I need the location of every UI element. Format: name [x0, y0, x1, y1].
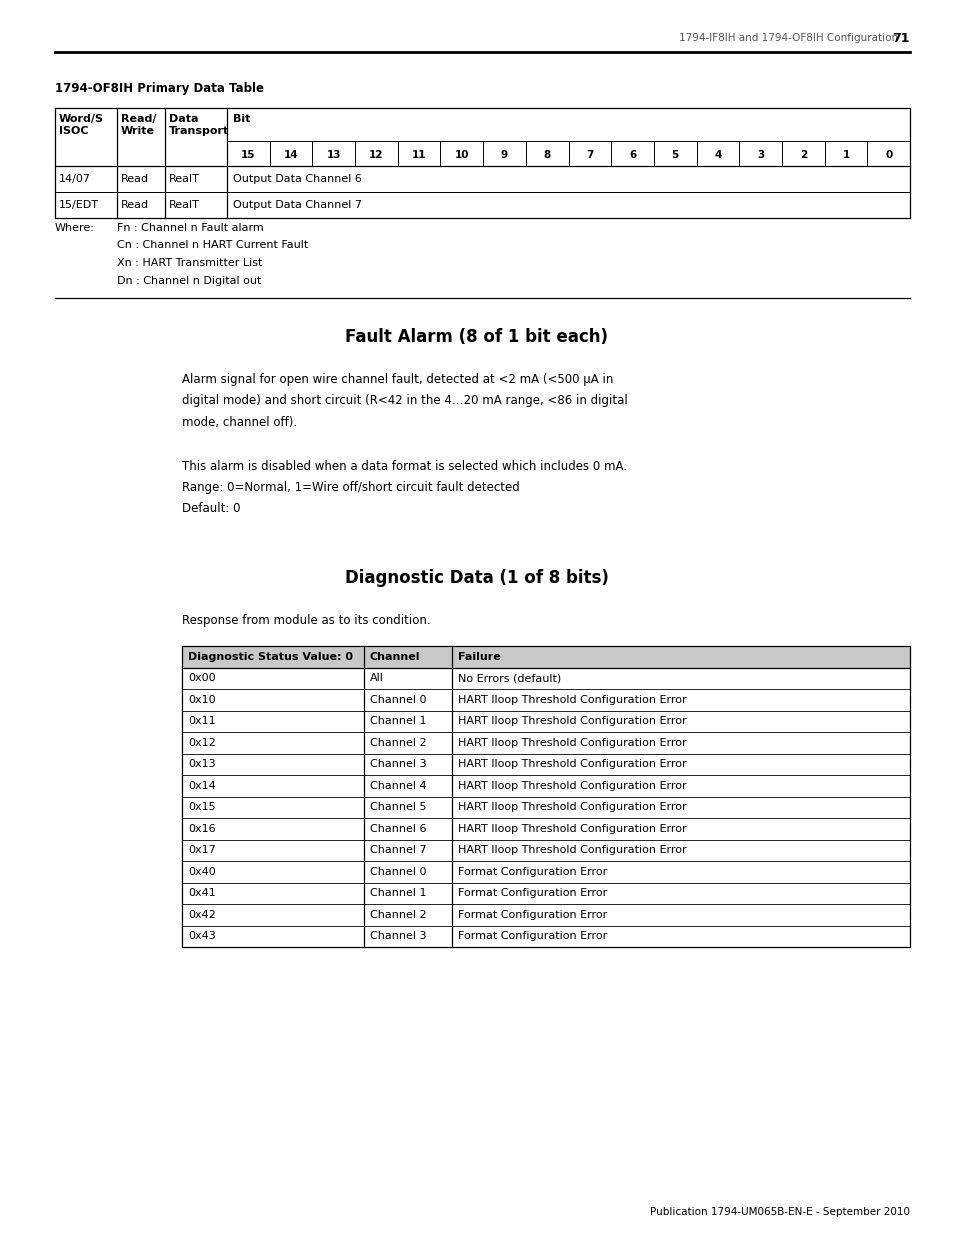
- Text: 0x40: 0x40: [188, 867, 215, 877]
- Text: Channel 0: Channel 0: [370, 867, 426, 877]
- Text: 5: 5: [671, 149, 679, 159]
- Text: Channel 6: Channel 6: [370, 824, 426, 834]
- Text: RealT: RealT: [169, 200, 200, 210]
- Text: HART Iloop Threshold Configuration Error: HART Iloop Threshold Configuration Error: [457, 716, 686, 726]
- Text: 15: 15: [241, 149, 255, 159]
- Text: 7: 7: [585, 149, 593, 159]
- Text: This alarm is disabled when a data format is selected which includes 0 mA.: This alarm is disabled when a data forma…: [182, 459, 626, 473]
- Text: 15/EDT: 15/EDT: [59, 200, 99, 210]
- Text: 0x12: 0x12: [188, 737, 215, 747]
- Text: Failure: Failure: [457, 652, 500, 662]
- Text: Alarm signal for open wire channel fault, detected at <2 mA (<500 μA in: Alarm signal for open wire channel fault…: [182, 373, 613, 387]
- Text: Diagnostic Status Value: 0: Diagnostic Status Value: 0: [188, 652, 353, 662]
- Text: 71: 71: [892, 32, 909, 44]
- Text: 2: 2: [799, 149, 806, 159]
- Text: 0x11: 0x11: [188, 716, 215, 726]
- Text: Channel 2: Channel 2: [370, 910, 426, 920]
- Text: 0x43: 0x43: [188, 931, 215, 941]
- Text: 0: 0: [884, 149, 891, 159]
- Text: Output Data Channel 7: Output Data Channel 7: [233, 200, 361, 210]
- Bar: [182, 646, 909, 667]
- Text: Channel 2: Channel 2: [370, 737, 426, 747]
- Text: Diagnostic Data (1 of 8 bits): Diagnostic Data (1 of 8 bits): [345, 569, 608, 587]
- Text: Channel 3: Channel 3: [370, 931, 426, 941]
- Text: 1: 1: [841, 149, 849, 159]
- Text: HART Iloop Threshold Configuration Error: HART Iloop Threshold Configuration Error: [457, 803, 686, 813]
- Text: Word/S
ISOC: Word/S ISOC: [59, 114, 104, 136]
- Text: Format Configuration Error: Format Configuration Error: [457, 888, 607, 898]
- Text: Range: 0=Normal, 1=Wire off/short circuit fault detected: Range: 0=Normal, 1=Wire off/short circui…: [182, 480, 519, 494]
- Text: Dn : Channel n Digital out: Dn : Channel n Digital out: [117, 275, 261, 285]
- Text: Channel 3: Channel 3: [370, 760, 426, 769]
- Text: Default: 0: Default: 0: [182, 503, 240, 515]
- Text: Bit: Bit: [233, 114, 250, 124]
- Text: 0x16: 0x16: [188, 824, 215, 834]
- Text: Data
Transport: Data Transport: [169, 114, 229, 136]
- Text: Read/
Write: Read/ Write: [121, 114, 156, 136]
- Text: No Errors (default): No Errors (default): [457, 673, 560, 683]
- Text: HART Iloop Threshold Configuration Error: HART Iloop Threshold Configuration Error: [457, 760, 686, 769]
- Text: All: All: [370, 673, 383, 683]
- Text: 4: 4: [714, 149, 720, 159]
- Text: HART Iloop Threshold Configuration Error: HART Iloop Threshold Configuration Error: [457, 737, 686, 747]
- Text: 1794-OF8IH Primary Data Table: 1794-OF8IH Primary Data Table: [55, 82, 264, 95]
- Text: 10: 10: [454, 149, 469, 159]
- Text: Channel 1: Channel 1: [370, 888, 426, 898]
- Text: 6: 6: [628, 149, 636, 159]
- Text: Response from module as to its condition.: Response from module as to its condition…: [182, 614, 430, 627]
- Text: HART Iloop Threshold Configuration Error: HART Iloop Threshold Configuration Error: [457, 781, 686, 790]
- Text: Format Configuration Error: Format Configuration Error: [457, 931, 607, 941]
- Text: Fault Alarm (8 of 1 bit each): Fault Alarm (8 of 1 bit each): [345, 329, 608, 346]
- Text: Channel: Channel: [370, 652, 420, 662]
- Text: Format Configuration Error: Format Configuration Error: [457, 910, 607, 920]
- Text: 0x00: 0x00: [188, 673, 215, 683]
- Text: 12: 12: [369, 149, 383, 159]
- Text: Xn : HART Transmitter List: Xn : HART Transmitter List: [117, 258, 262, 268]
- Text: Output Data Channel 6: Output Data Channel 6: [233, 174, 361, 184]
- Text: 0x15: 0x15: [188, 803, 215, 813]
- Text: mode, channel off).: mode, channel off).: [182, 416, 296, 429]
- Text: Cn : Channel n HART Current Fault: Cn : Channel n HART Current Fault: [117, 241, 308, 251]
- Text: Channel 4: Channel 4: [370, 781, 426, 790]
- Text: 0x13: 0x13: [188, 760, 215, 769]
- Text: 0x10: 0x10: [188, 695, 215, 705]
- Text: 14: 14: [283, 149, 298, 159]
- Text: Channel 0: Channel 0: [370, 695, 426, 705]
- Text: HART Iloop Threshold Configuration Error: HART Iloop Threshold Configuration Error: [457, 695, 686, 705]
- Text: 0x42: 0x42: [188, 910, 215, 920]
- Text: 0x41: 0x41: [188, 888, 215, 898]
- Text: Fn : Channel n Fault alarm: Fn : Channel n Fault alarm: [117, 224, 263, 233]
- Text: HART Iloop Threshold Configuration Error: HART Iloop Threshold Configuration Error: [457, 845, 686, 856]
- Text: 8: 8: [543, 149, 550, 159]
- Text: Channel 5: Channel 5: [370, 803, 426, 813]
- Text: Where:: Where:: [55, 224, 94, 233]
- Text: 9: 9: [500, 149, 508, 159]
- Text: Publication 1794-UM065B-EN-E - September 2010: Publication 1794-UM065B-EN-E - September…: [649, 1207, 909, 1216]
- Text: 3: 3: [756, 149, 763, 159]
- Text: 0x17: 0x17: [188, 845, 215, 856]
- Text: Format Configuration Error: Format Configuration Error: [457, 867, 607, 877]
- Text: Read: Read: [121, 174, 149, 184]
- Text: Channel 1: Channel 1: [370, 716, 426, 726]
- Text: 13: 13: [326, 149, 340, 159]
- Text: 14/07: 14/07: [59, 174, 91, 184]
- Text: Channel 7: Channel 7: [370, 845, 426, 856]
- Text: 11: 11: [412, 149, 426, 159]
- Text: 1794-IF8IH and 1794-OF8IH Configuration: 1794-IF8IH and 1794-OF8IH Configuration: [679, 33, 897, 43]
- Text: HART Iloop Threshold Configuration Error: HART Iloop Threshold Configuration Error: [457, 824, 686, 834]
- Text: 0x14: 0x14: [188, 781, 215, 790]
- Text: Read: Read: [121, 200, 149, 210]
- Text: RealT: RealT: [169, 174, 200, 184]
- Text: digital mode) and short circuit (R<42 in the 4…20 mA range, <86 in digital: digital mode) and short circuit (R<42 in…: [182, 394, 627, 408]
